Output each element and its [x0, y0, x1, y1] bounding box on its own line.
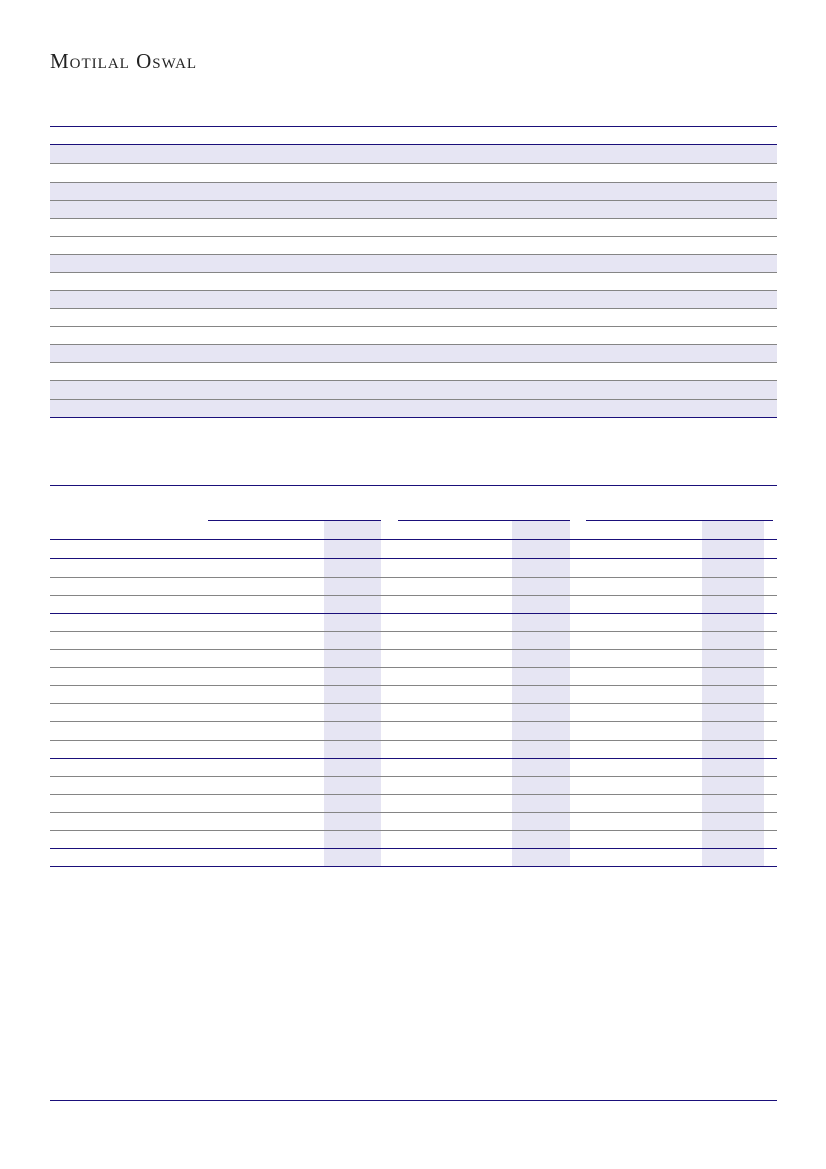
row-divider — [50, 812, 777, 813]
group-header-rule — [586, 520, 773, 521]
row-divider — [50, 144, 777, 145]
row-divider — [50, 362, 777, 363]
row-divider — [50, 866, 777, 867]
column-shaded — [702, 520, 764, 866]
row-divider — [50, 758, 777, 759]
row-divider — [50, 399, 777, 400]
footer-rule — [50, 1100, 777, 1101]
table-row-shaded — [50, 291, 777, 308]
row-divider — [50, 200, 777, 201]
motilal-oswal-logo: Motilal Oswal — [50, 49, 198, 73]
table-row-shaded — [50, 183, 777, 200]
table-top-rule — [50, 485, 777, 486]
row-divider — [50, 703, 777, 704]
row-divider — [50, 218, 777, 219]
row-divider — [50, 163, 777, 164]
table-row-shaded — [50, 345, 777, 362]
row-divider — [50, 776, 777, 777]
row-divider — [50, 667, 777, 668]
row-divider — [50, 613, 777, 614]
row-divider — [50, 848, 777, 849]
row-divider — [50, 539, 777, 540]
row-divider — [50, 830, 777, 831]
row-divider — [50, 236, 777, 237]
row-divider — [50, 290, 777, 291]
row-divider — [50, 577, 777, 578]
table-row-shaded — [50, 255, 777, 272]
row-divider — [50, 182, 777, 183]
row-divider — [50, 558, 777, 559]
group-header-rule — [398, 520, 570, 521]
group-header-rule — [208, 520, 381, 521]
table-row-shaded — [50, 400, 777, 417]
row-divider — [50, 685, 777, 686]
row-divider — [50, 794, 777, 795]
row-divider — [50, 272, 777, 273]
row-divider — [50, 254, 777, 255]
row-divider — [50, 740, 777, 741]
row-divider — [50, 380, 777, 381]
row-divider — [50, 308, 777, 309]
table-row-shaded — [50, 145, 777, 163]
row-divider — [50, 344, 777, 345]
table-row-shaded — [50, 201, 777, 218]
row-divider — [50, 631, 777, 632]
row-divider — [50, 417, 777, 418]
row-divider — [50, 721, 777, 722]
column-shaded — [324, 520, 381, 866]
column-shaded — [512, 520, 570, 866]
row-divider — [50, 595, 777, 596]
table-top-rule — [50, 126, 777, 127]
row-divider — [50, 326, 777, 327]
table-row-shaded — [50, 381, 777, 399]
row-divider — [50, 649, 777, 650]
